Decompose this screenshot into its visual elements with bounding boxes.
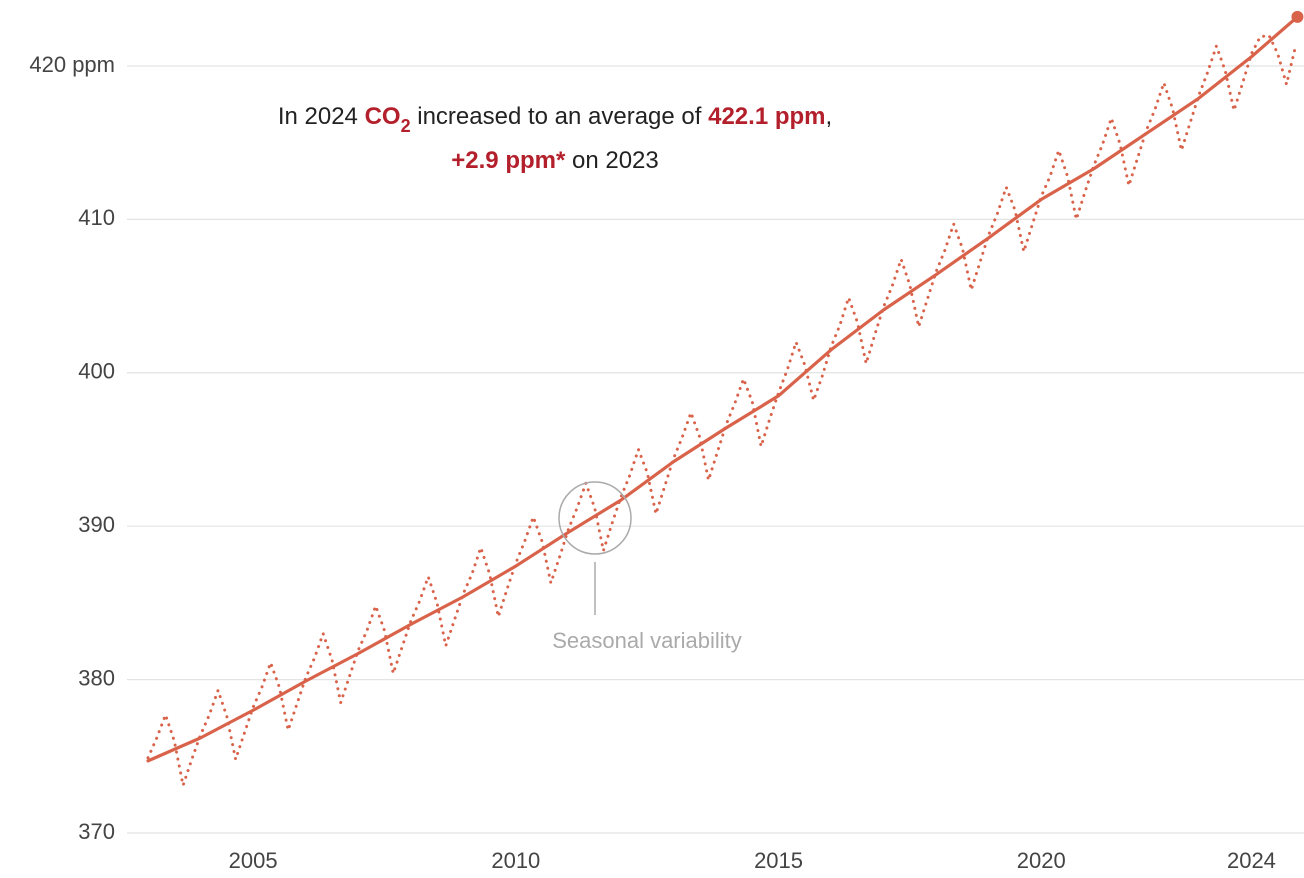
y-tick-label: 410 bbox=[78, 205, 115, 230]
annotation-highlight: +2.9 ppm* bbox=[451, 147, 566, 174]
annotation-line2: +2.9 ppm* on 2023 bbox=[451, 147, 658, 174]
x-tick-label: 2015 bbox=[754, 848, 803, 873]
x-tick-label: 2005 bbox=[229, 848, 278, 873]
annotation-text: In 2024 bbox=[278, 103, 365, 130]
y-tick-label: 380 bbox=[78, 665, 115, 690]
callout-label: Seasonal variability bbox=[552, 628, 742, 653]
annotation-subscript: 2 bbox=[401, 116, 411, 136]
end-point bbox=[1291, 10, 1304, 23]
seasonal-line bbox=[146, 33, 1297, 787]
annotation-line1: In 2024 CO2 increased to an average of 4… bbox=[278, 103, 832, 136]
annotation-text: increased to an average of bbox=[411, 103, 709, 130]
lines bbox=[146, 10, 1304, 787]
y-tick-label: 420 ppm bbox=[29, 52, 115, 77]
annotation-highlight: CO bbox=[365, 103, 401, 130]
annotation-highlight: 422.1 ppm bbox=[708, 103, 825, 130]
annotation-text: on 2023 bbox=[565, 147, 658, 174]
x-tick-label: 2024 bbox=[1227, 848, 1276, 873]
y-tick-label: 370 bbox=[78, 819, 115, 844]
callout-circle bbox=[558, 481, 632, 555]
x-tick-label: 2010 bbox=[491, 848, 540, 873]
y-tick-label: 390 bbox=[78, 512, 115, 537]
annotation-text: , bbox=[826, 103, 833, 130]
grid bbox=[127, 65, 1304, 834]
x-tick-label: 2020 bbox=[1017, 848, 1066, 873]
y-tick-label: 400 bbox=[78, 359, 115, 384]
